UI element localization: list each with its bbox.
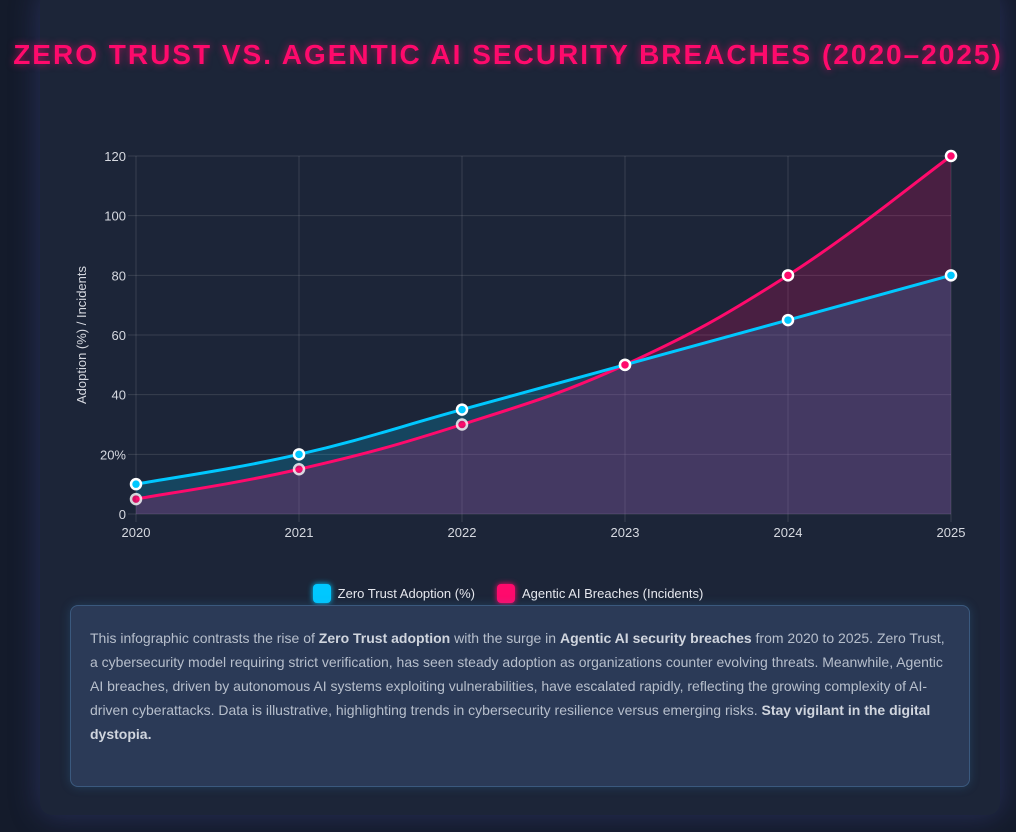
y-axis-label: Adoption (%) / Incidents [74,265,89,404]
data-point [129,477,143,491]
data-point [129,492,143,506]
legend-item-agentic-ai[interactable]: Agentic AI Breaches (Incidents) [496,584,704,603]
data-point [455,403,469,416]
legend-label: Zero Trust Adoption (%) [337,586,475,601]
y-tick-label: 100 [104,209,126,224]
y-tick-label: 40 [112,388,126,403]
series-area [136,156,951,514]
data-point [292,463,306,476]
line-chart: 0 20% 40 60 80 100 120 2020 2021 2022 2023 2024 2025… [74,149,966,540]
series-area [136,275,951,514]
description-text: This infographic contrasts the rise of [90,630,319,646]
description-text: with the surge in [450,630,560,646]
description-text: from 2020 to 2025. Zero Trust, a cyberse… [90,630,945,718]
series-line [135,273,952,486]
legend-label: Agentic AI Breaches (Incidents) [521,586,704,601]
x-tick-label: 2020 [122,525,151,540]
y-tick-label: 60 [112,328,126,343]
x-tick-label: 2025 [937,525,966,540]
data-point [618,358,632,372]
data-point [781,313,795,327]
description-emphasis: Agentic AI security breaches [559,630,752,646]
legend-swatch-zero-trust [312,584,331,603]
y-tick-label: 80 [112,268,126,283]
y-tick-label: 120 [104,149,126,164]
data-point [944,149,958,163]
data-point [455,418,469,431]
description-emphasis: Zero Trust adoption [318,630,451,646]
data-point [781,269,795,282]
legend-swatch-agentic-ai [496,584,515,603]
x-tick-label: 2024 [774,525,803,540]
x-tick-label: 2023 [611,525,640,540]
series-line [135,154,952,501]
y-tick-label: 0 [119,507,126,522]
description-box: This infographic contrasts the rise of Z… [70,605,970,787]
data-point [944,269,958,282]
description-emphasis: Stay vigilant in the digital dystopia. [90,702,931,742]
chart-title: Zero Trust vs. Agentic AI Security Breac… [13,39,1003,70]
data-point [292,448,306,461]
legend-item-zero-trust[interactable]: Zero Trust Adoption (%) [312,584,475,603]
y-tick-label: 20% [100,447,126,462]
x-tick-label: 2021 [285,525,314,540]
x-tick-label: 2022 [448,525,477,540]
legend: Zero Trust Adoption (%) Agentic AI Breac… [0,584,1016,603]
